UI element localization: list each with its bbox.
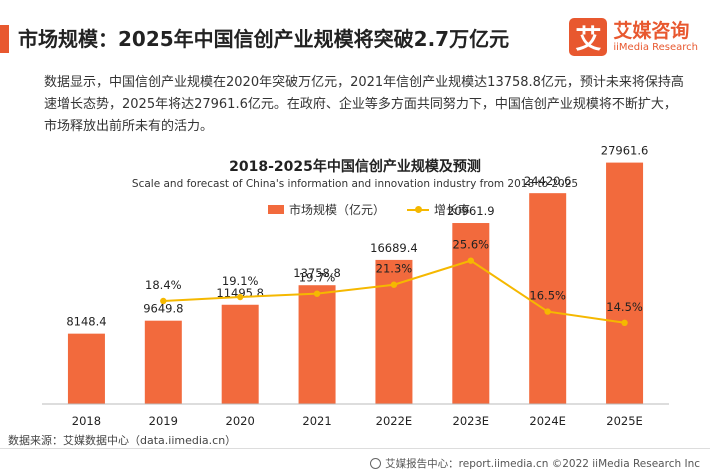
bar-2025E — [606, 162, 644, 404]
brand-sub: iiMedia Research — [613, 42, 698, 53]
bar-2023E — [452, 223, 490, 404]
x-tick-2022E: 2022E — [376, 414, 413, 428]
x-tick-2018: 2018 — [72, 414, 101, 428]
x-tick-2019: 2019 — [149, 414, 178, 428]
bar-value-label-2022E: 16689.4 — [370, 241, 418, 255]
data-source: 数据来源：艾媒数据中心（data.iimedia.cn） — [8, 434, 237, 447]
globe-icon — [370, 458, 382, 469]
footer-copyright-text: 艾媒报告中心：report.iimedia.cn ©2022 iiMedia R… — [385, 458, 700, 470]
bar-value-label-2021: 13758.8 — [293, 266, 341, 280]
bar-value-label-2018: 8148.4 — [66, 315, 106, 329]
growth-label-2023E: 25.6% — [453, 238, 490, 252]
bar-value-label-2019: 9649.8 — [143, 302, 183, 316]
legend-label-line: 增长率 — [434, 203, 471, 217]
growth-point-2025E — [621, 319, 628, 326]
brand-logo: 艾 — [569, 18, 608, 56]
bar-2024E — [529, 193, 567, 404]
growth-point-2020 — [236, 293, 244, 301]
chart-subtitle: Scale and forecast of China's informatio… — [131, 178, 579, 190]
growth-label-2025E: 14.5% — [606, 300, 643, 314]
growth-point-2021 — [313, 290, 321, 297]
legend-swatch-bar — [268, 205, 284, 214]
growth-point-2024E — [544, 308, 551, 315]
brand-name: 艾媒咨询 — [613, 20, 690, 42]
footer-copyright: 艾媒报告中心：report.iimedia.cn ©2022 iiMedia R… — [370, 456, 700, 471]
x-tick-2023E: 2023E — [453, 414, 490, 428]
legend-item-line: 增长率 — [407, 201, 470, 218]
x-tick-2024E: 2024E — [529, 414, 566, 428]
brand-text: 艾媒咨询 iiMedia Research — [613, 20, 698, 54]
bar-2021 — [298, 285, 336, 404]
legend-item-bar: 市场规模（亿元） — [268, 201, 385, 218]
x-tick-2025E: 2025E — [606, 414, 643, 428]
chart-legend: 市场规模（亿元） 增长率 — [268, 201, 492, 218]
bar-value-label-2025E: 27961.6 — [601, 144, 649, 158]
brand: 艾 艾媒咨询 iiMedia Research — [569, 18, 698, 56]
growth-label-2024E: 16.5% — [529, 289, 566, 303]
growth-label-2020: 19.1% — [222, 274, 259, 288]
intro-paragraph: 数据显示，中国信创产业规模在2020年突破万亿元，2021年信创产业规模达137… — [44, 75, 684, 134]
growth-label-2021: 19.7% — [299, 271, 336, 285]
footer-divider — [0, 448, 710, 449]
page-title: 市场规模：2025年中国信创产业规模将突破2.7万亿元 — [18, 27, 510, 51]
bar-2020 — [221, 304, 259, 404]
growth-point-2022E — [390, 281, 398, 288]
legend-label-bar: 市场规模（亿元） — [289, 203, 386, 217]
bar-2018 — [67, 333, 105, 404]
title-accent-bar — [0, 25, 9, 53]
bar-2019 — [144, 320, 182, 404]
growth-label-2022E: 21.3% — [376, 262, 413, 276]
growth-label-2019: 18.4% — [145, 278, 182, 292]
x-tick-2020: 2020 — [226, 414, 255, 428]
legend-swatch-line — [407, 205, 430, 214]
bar-value-label-2023E: 20961.9 — [447, 204, 495, 218]
chart-title: 2018-2025年中国信创产业规模及预测 — [229, 159, 481, 175]
growth-point-2023E — [467, 257, 475, 264]
growth-point-2019 — [160, 297, 167, 305]
x-tick-2021: 2021 — [302, 414, 331, 428]
bar-value-label-2024E: 24420.6 — [524, 174, 572, 188]
